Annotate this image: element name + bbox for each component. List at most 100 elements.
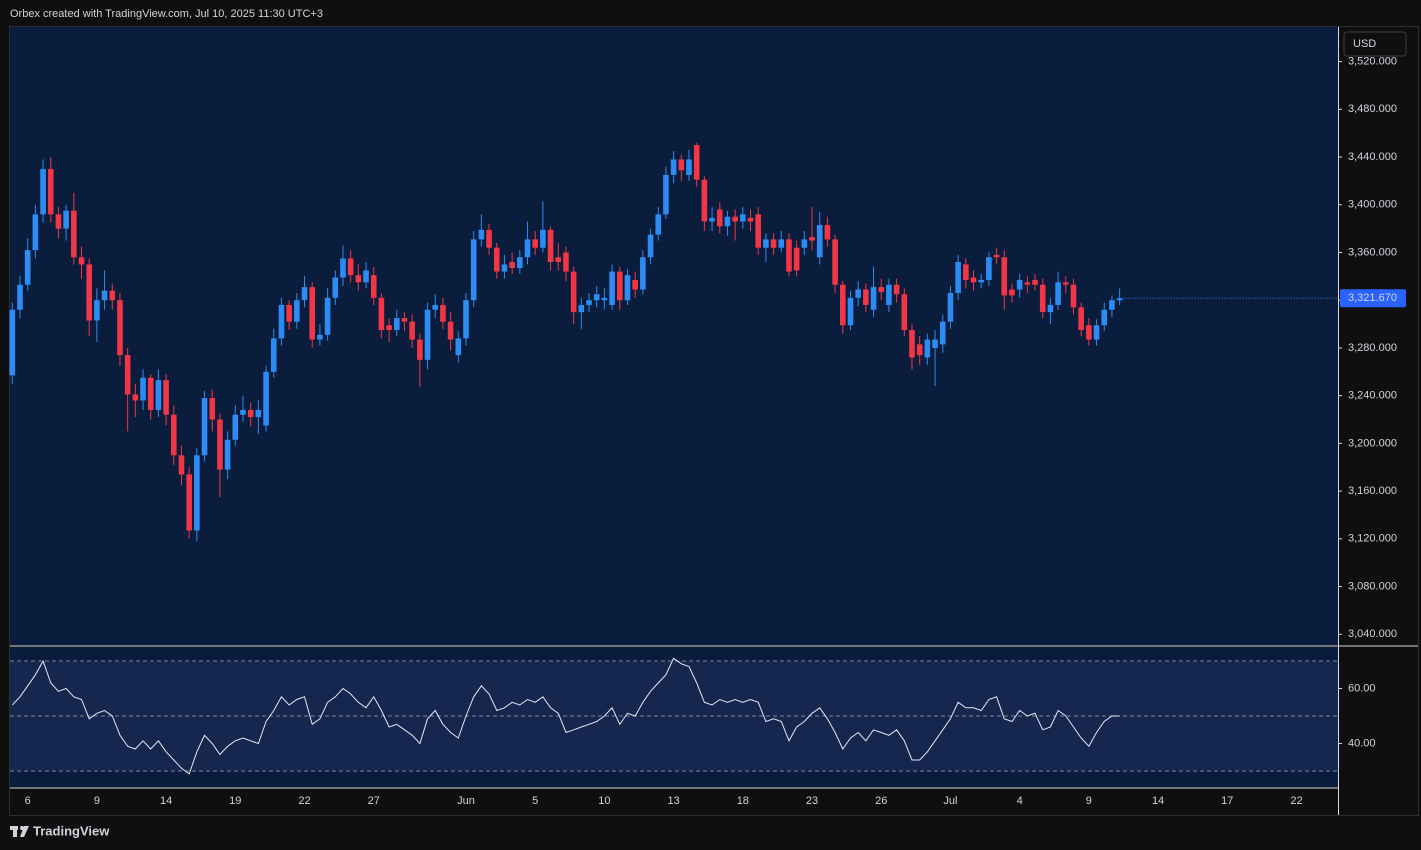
x-tick-label: Jun bbox=[457, 795, 475, 807]
candle-body bbox=[40, 168, 46, 215]
candle-body bbox=[255, 409, 262, 418]
candle-body bbox=[424, 309, 431, 360]
candle-body bbox=[517, 257, 523, 268]
candle-body bbox=[855, 289, 861, 298]
candle-body bbox=[993, 254, 1000, 258]
candle-body bbox=[801, 239, 808, 248]
candle-body bbox=[447, 321, 454, 340]
candle-body bbox=[370, 275, 377, 298]
y-tick-label: 3,040.000 bbox=[1348, 628, 1397, 640]
candle-body bbox=[478, 229, 485, 240]
candle-body bbox=[217, 419, 223, 470]
candle-body bbox=[763, 239, 769, 248]
candle-body bbox=[740, 214, 746, 222]
candle-body bbox=[747, 217, 754, 222]
x-tick-label: 4 bbox=[1017, 795, 1023, 807]
candle-body bbox=[916, 344, 923, 356]
candle-body bbox=[309, 287, 316, 340]
y-tick-label: 40.00 bbox=[1348, 737, 1376, 749]
candle-body bbox=[101, 290, 108, 301]
candle-body bbox=[863, 289, 869, 305]
candle-body bbox=[324, 297, 331, 335]
header: Orbex created with TradingView.com, Jul … bbox=[10, 8, 323, 20]
last-price-label: 3,321.670 bbox=[1348, 292, 1397, 304]
candle-body bbox=[186, 474, 192, 531]
candle-body bbox=[117, 300, 123, 356]
candle-body bbox=[586, 300, 592, 305]
candle-body bbox=[793, 247, 800, 271]
candle-body bbox=[963, 264, 969, 280]
candle-body bbox=[670, 159, 677, 175]
x-tick-label: 9 bbox=[94, 795, 100, 807]
candle-body bbox=[109, 290, 116, 301]
candle-body bbox=[1016, 279, 1023, 290]
currency-box[interactable] bbox=[1343, 31, 1407, 57]
y-tick-label: 60.00 bbox=[1348, 682, 1376, 694]
candle-body bbox=[609, 271, 615, 305]
candle-body bbox=[386, 325, 392, 331]
candle-body bbox=[978, 279, 985, 283]
x-tick-label: 14 bbox=[160, 795, 172, 807]
y-tick-label: 3,200.000 bbox=[1348, 437, 1397, 449]
tv-logo bbox=[10, 826, 29, 837]
candle-body bbox=[270, 338, 277, 372]
y-tick-label: 3,080.000 bbox=[1348, 580, 1397, 592]
y-tick-label: 3,160.000 bbox=[1348, 485, 1397, 497]
x-tick-label: 5 bbox=[532, 795, 538, 807]
candle-body bbox=[640, 257, 646, 290]
candle-body bbox=[778, 239, 785, 248]
candle-body bbox=[440, 304, 446, 322]
candle-body bbox=[332, 277, 339, 298]
candle-body bbox=[701, 179, 708, 222]
currency[interactable]: USD bbox=[1353, 38, 1376, 50]
y-tick-label: 3,360.000 bbox=[1348, 246, 1397, 258]
candle-body bbox=[524, 239, 531, 258]
candle-body bbox=[770, 239, 777, 248]
candle-body bbox=[924, 339, 931, 358]
candle-body bbox=[540, 229, 546, 248]
x-tick-label: 27 bbox=[368, 795, 380, 807]
candle-body bbox=[178, 455, 185, 475]
candle-body bbox=[555, 257, 562, 263]
candle-body bbox=[901, 294, 908, 331]
candle-body bbox=[686, 159, 692, 175]
candle-body bbox=[1039, 284, 1046, 313]
candle-body bbox=[663, 174, 669, 215]
candle-body bbox=[194, 455, 200, 531]
candle-body bbox=[509, 262, 515, 268]
x-tick-label: 9 bbox=[1086, 795, 1092, 807]
candle-body bbox=[63, 210, 69, 229]
candle-body bbox=[693, 145, 700, 180]
candle-body bbox=[678, 159, 685, 171]
last-price-box bbox=[1340, 289, 1406, 308]
candle-body bbox=[839, 284, 846, 326]
candle-body bbox=[632, 279, 638, 290]
candle-body bbox=[716, 209, 723, 227]
candle-body bbox=[1101, 309, 1108, 326]
candle-body bbox=[347, 258, 354, 276]
candle-body bbox=[417, 339, 423, 360]
candle-body bbox=[947, 293, 954, 322]
x-tick-label: 22 bbox=[298, 795, 310, 807]
candle-body bbox=[155, 380, 162, 410]
x-tick-label: 6 bbox=[25, 795, 31, 807]
x-tick-label: Jul bbox=[943, 795, 957, 807]
y-tick-label: 3,520.000 bbox=[1348, 56, 1397, 68]
candle-body bbox=[570, 271, 577, 313]
candle-body bbox=[355, 275, 362, 283]
candle-body bbox=[209, 398, 216, 420]
candle-body bbox=[78, 257, 85, 265]
candle-body bbox=[786, 239, 792, 272]
candle-body bbox=[1086, 325, 1092, 340]
candle-body bbox=[455, 338, 462, 356]
candle-body bbox=[463, 300, 469, 339]
candle-body bbox=[286, 304, 292, 322]
candle-body bbox=[47, 168, 54, 215]
candle-body bbox=[1109, 300, 1115, 310]
x-tick-label: 23 bbox=[806, 795, 818, 807]
candle-body bbox=[1024, 282, 1031, 285]
candle-body bbox=[24, 250, 31, 285]
candle-body bbox=[655, 214, 662, 235]
candle-body bbox=[317, 334, 323, 340]
